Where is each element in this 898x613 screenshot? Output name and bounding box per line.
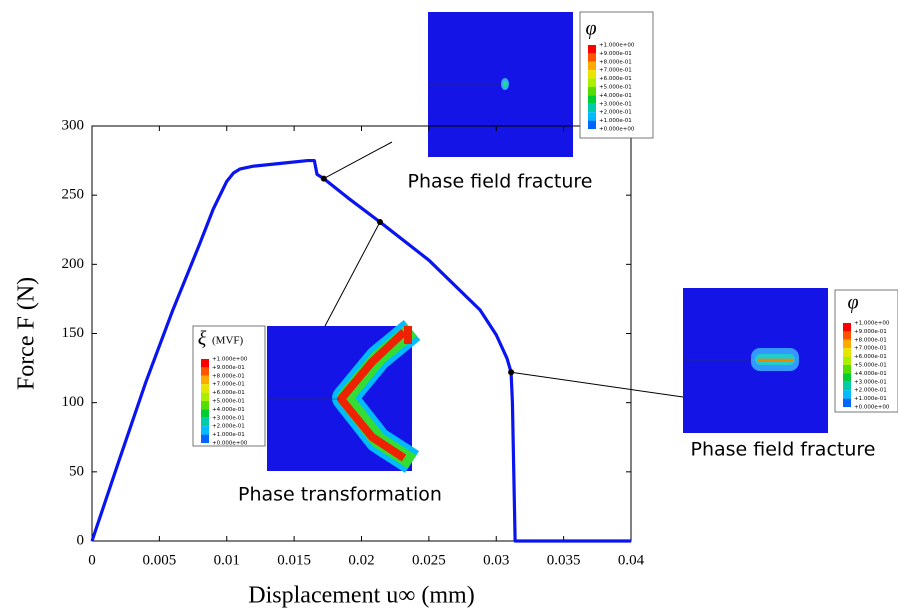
y-tick-label: 50 bbox=[69, 463, 84, 479]
legend-title: φ bbox=[585, 18, 596, 40]
legend-unit: (MVF) bbox=[212, 335, 244, 347]
colorbar-label: +7.000e-01 bbox=[212, 382, 245, 388]
colorbar-swatch bbox=[201, 359, 209, 367]
x-tick-label: 0.035 bbox=[547, 552, 581, 568]
colorbar-swatch bbox=[201, 426, 209, 434]
colorbar-label: +5.000e-01 bbox=[599, 85, 632, 91]
y-tick-label: 150 bbox=[62, 325, 85, 341]
colorbar-swatch bbox=[201, 384, 209, 392]
connector bbox=[324, 142, 392, 179]
connector bbox=[511, 372, 683, 397]
x-axis-label: Displacement u∞ (mm) bbox=[248, 583, 474, 609]
y-axis-label: Force F (N) bbox=[14, 277, 40, 390]
colorbar-swatch bbox=[588, 87, 596, 95]
colorbar-label: +8.000e-01 bbox=[854, 337, 887, 343]
colorbar-label: +2.000e-01 bbox=[599, 110, 632, 116]
colorbar-label: +9.000e-01 bbox=[854, 329, 887, 335]
colorbar-label: +6.000e-01 bbox=[212, 390, 245, 396]
annotation-point bbox=[508, 369, 514, 375]
legend-title: ξ bbox=[198, 328, 207, 350]
colorbar-label: +3.000e-01 bbox=[599, 101, 632, 107]
colorbar-label: +0.000e+00 bbox=[212, 441, 248, 447]
colorbar-swatch bbox=[588, 79, 596, 87]
y-tick-label: 250 bbox=[62, 187, 85, 203]
colorbar-label: +1.000e+00 bbox=[854, 321, 890, 327]
y-tick-label: 0 bbox=[77, 532, 85, 548]
colorbar-swatch bbox=[201, 376, 209, 384]
colorbar-label: +6.000e-01 bbox=[599, 76, 632, 82]
y-tick-label: 100 bbox=[62, 394, 85, 410]
x-tick-label: 0.015 bbox=[277, 552, 311, 568]
inset-image bbox=[428, 12, 573, 157]
colorbar-label: +9.000e-01 bbox=[599, 51, 632, 57]
colorbar-label: +2.000e-01 bbox=[212, 424, 245, 430]
colorbar-label: +7.000e-01 bbox=[854, 346, 887, 352]
colorbar-label: +8.000e-01 bbox=[599, 59, 632, 65]
colorbar-swatch bbox=[843, 340, 851, 348]
colorbar-swatch bbox=[201, 393, 209, 401]
colorbar-swatch bbox=[843, 390, 851, 398]
annotation-point bbox=[321, 176, 327, 182]
annotation-point bbox=[377, 219, 383, 225]
colorbar-label: +7.000e-01 bbox=[599, 68, 632, 74]
colorbar-label: +4.000e-01 bbox=[212, 407, 245, 413]
colorbar-label: +3.000e-01 bbox=[854, 379, 887, 385]
colorbar-swatch bbox=[588, 121, 596, 129]
colorbar-swatch bbox=[843, 365, 851, 373]
colorbar-swatch bbox=[588, 112, 596, 120]
colorbar-swatch bbox=[843, 331, 851, 339]
colorbar-swatch bbox=[588, 45, 596, 53]
colorbar-swatch bbox=[843, 323, 851, 331]
inset-label: Phase field fracture bbox=[691, 439, 876, 461]
inset-label: Phase transformation bbox=[238, 484, 442, 506]
legend-title: φ bbox=[847, 292, 858, 314]
x-tick-label: 0.01 bbox=[214, 552, 240, 568]
x-tick-label: 0.025 bbox=[412, 552, 446, 568]
colorbar-label: +1.000e-01 bbox=[599, 118, 632, 124]
colorbar-label: +2.000e-01 bbox=[854, 388, 887, 394]
colorbar-label: +8.000e-01 bbox=[212, 373, 245, 379]
colorbar-label: +4.000e-01 bbox=[854, 371, 887, 377]
y-tick-label: 300 bbox=[62, 117, 85, 133]
colorbar-swatch bbox=[843, 348, 851, 356]
colorbar-label: +4.000e-01 bbox=[599, 93, 632, 99]
colorbar-label: +0.000e+00 bbox=[854, 405, 890, 411]
colorbar-swatch bbox=[843, 382, 851, 390]
colorbar-swatch bbox=[588, 70, 596, 78]
x-tick-label: 0.005 bbox=[143, 552, 177, 568]
colorbar-label: +1.000e-01 bbox=[212, 432, 245, 438]
inset-image bbox=[683, 288, 828, 433]
colorbar-label: +9.000e-01 bbox=[212, 365, 245, 371]
y-tick-label: 200 bbox=[62, 256, 85, 272]
colorbar-label: +6.000e-01 bbox=[854, 354, 887, 360]
connector bbox=[325, 222, 380, 326]
x-tick-label: 0.03 bbox=[483, 552, 509, 568]
colorbar-swatch bbox=[843, 357, 851, 365]
colorbar-label: +1.000e-01 bbox=[854, 396, 887, 402]
colorbar-swatch bbox=[201, 418, 209, 426]
inset-image bbox=[267, 326, 412, 471]
colorbar-label: +5.000e-01 bbox=[854, 363, 887, 369]
chart: 0 0.005 0.01 0.015 0.02 0.025 0.03 0.035 0.04 0 50… bbox=[0, 0, 898, 613]
x-tick-label: 0.04 bbox=[618, 552, 645, 568]
colorbar-swatch bbox=[843, 399, 851, 407]
colorbar-swatch bbox=[588, 53, 596, 61]
colorbar-swatch bbox=[201, 409, 209, 417]
colorbar-swatch bbox=[201, 367, 209, 375]
colorbar-swatch bbox=[588, 104, 596, 112]
inset-label: Phase field fracture bbox=[408, 171, 593, 193]
colorbar-swatch bbox=[201, 401, 209, 409]
colorbar-swatch bbox=[843, 373, 851, 381]
colorbar-label: +0.000e+00 bbox=[599, 127, 635, 133]
colorbar-label: +5.000e-01 bbox=[212, 399, 245, 405]
colorbar-swatch bbox=[588, 62, 596, 70]
colorbar-label: +1.000e+00 bbox=[599, 43, 635, 49]
colorbar-label: +3.000e-01 bbox=[212, 415, 245, 421]
x-tick-label: 0.02 bbox=[348, 552, 374, 568]
colorbar-label: +1.000e+00 bbox=[212, 357, 248, 363]
x-tick-label: 0 bbox=[88, 552, 96, 568]
colorbar-swatch bbox=[588, 95, 596, 103]
colorbar-swatch bbox=[201, 435, 209, 443]
